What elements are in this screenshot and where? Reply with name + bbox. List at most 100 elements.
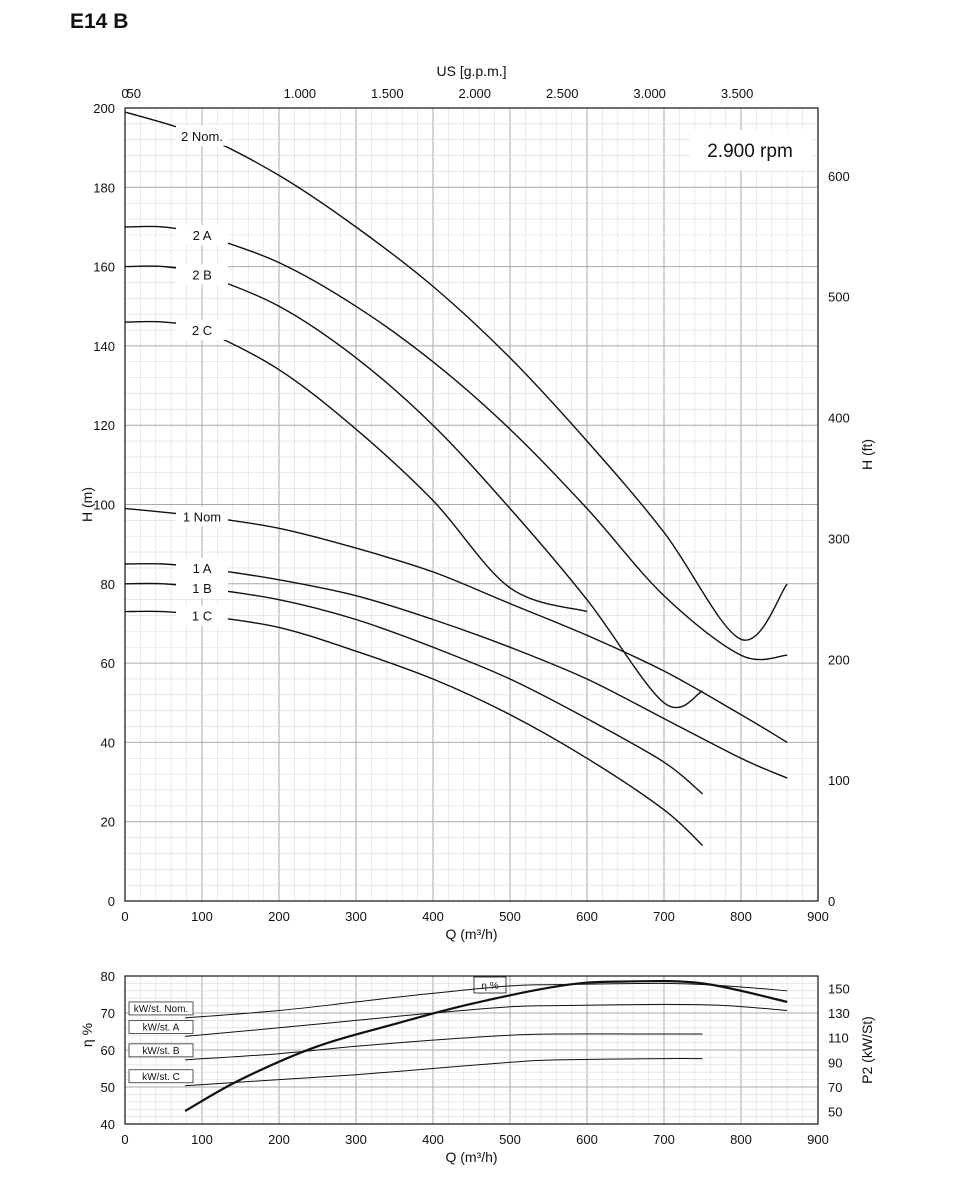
eta-legend-box <box>473 976 507 994</box>
x-tick-label: 100 <box>191 1132 213 1147</box>
x-tick-label: 400 <box>422 909 444 924</box>
y-tick-label: 80 <box>101 969 115 984</box>
curve-label-bg <box>176 506 228 527</box>
power-label-box <box>128 1020 194 1034</box>
y-axis-title: H (m) <box>79 487 95 522</box>
y2-tick-label: 400 <box>828 411 850 426</box>
x-tick-label: 600 <box>576 909 598 924</box>
y2-tick-label: 50 <box>828 1105 842 1120</box>
y-tick-label: 180 <box>93 180 115 195</box>
y-tick-label: 40 <box>101 1117 115 1132</box>
power-label: kW/st. A <box>143 1022 180 1033</box>
power-label: kW/st. Nom. <box>134 1004 188 1015</box>
rpm-annotation: 2.900 rpm <box>707 141 793 162</box>
y-tick-label: 70 <box>101 1006 115 1021</box>
x2-tick-label: 0 <box>121 86 128 101</box>
x-tick-label: 800 <box>730 1132 752 1147</box>
curve-label-bg <box>176 320 228 341</box>
x-tick-label: 700 <box>653 1132 675 1147</box>
eta-legend-label: η % <box>481 981 498 992</box>
x2-tick-label: 1.500 <box>371 86 404 101</box>
curve-label-bg <box>176 577 228 598</box>
curve-label-bg <box>176 224 228 245</box>
curve-label-bg <box>176 605 228 626</box>
y-tick-label: 80 <box>101 577 115 592</box>
x-tick-label: 500 <box>499 1132 521 1147</box>
x-tick-label: 900 <box>807 909 829 924</box>
y2-tick-label: 110 <box>828 1031 849 1046</box>
x-tick-label: 100 <box>191 909 213 924</box>
y2-tick-label: 100 <box>828 773 850 788</box>
x2-axis-title: US [g.p.m.] <box>436 63 506 79</box>
x-tick-label: 0 <box>121 909 128 924</box>
y2-tick-label: 500 <box>828 290 850 305</box>
y2-axis-title: P2 (kW/St) <box>859 1016 875 1084</box>
y-tick-label: 50 <box>101 1080 115 1095</box>
curve-label: 1 A <box>193 561 212 576</box>
x2-tick-label: 2.500 <box>546 86 579 101</box>
y-tick-label: 60 <box>101 1043 115 1058</box>
y-tick-label: 20 <box>101 815 115 830</box>
curve-label-bg <box>176 264 228 285</box>
curve-label-bg <box>176 125 228 146</box>
rpm-annotation-bg <box>690 130 812 170</box>
x2-tick-label: 50 <box>127 86 141 101</box>
y-tick-label: 200 <box>93 101 115 116</box>
page-title: E14 B <box>70 10 129 33</box>
x-axis-title: Q (m³/h) <box>445 926 497 942</box>
power-label-box <box>128 1001 194 1016</box>
curve-label-bg <box>176 557 228 578</box>
y-tick-label: 160 <box>93 260 115 275</box>
x-tick-label: 400 <box>422 1132 444 1147</box>
x-tick-label: 200 <box>268 909 290 924</box>
curve-label: 2 A <box>193 228 212 243</box>
x-tick-label: 0 <box>121 1132 128 1147</box>
plot-frame <box>124 975 819 1125</box>
curve-label: 2 C <box>192 323 212 338</box>
y2-tick-label: 600 <box>828 169 850 184</box>
head-curve-4 <box>124 320 588 613</box>
efficiency-power-chart: 0 100 200 300 400 500 600 700 800 900 40 50 60 70 80 50… <box>79 969 875 1165</box>
x-axis-title: Q (m³/h) <box>445 1149 497 1165</box>
head-curve-5 <box>124 507 788 744</box>
y2-tick-label: 0 <box>828 894 835 909</box>
y2-tick-label: 300 <box>828 531 850 546</box>
x-tick-label: 900 <box>807 1132 829 1147</box>
y2-tick-label: 200 <box>828 652 850 667</box>
y-tick-label: 140 <box>93 339 115 354</box>
x-tick-label: 800 <box>730 909 752 924</box>
y-tick-label: 60 <box>101 656 115 671</box>
head-curve-1 <box>124 111 788 641</box>
curve-label: 1 B <box>192 581 212 596</box>
x2-tick-label: 2.000 <box>458 86 491 101</box>
y2-tick-label: 90 <box>828 1055 842 1070</box>
y2-tick-label: 70 <box>828 1080 842 1095</box>
y2-tick-label: 150 <box>828 981 850 996</box>
x-tick-label: 700 <box>653 909 675 924</box>
power-curve-3 <box>185 1033 703 1061</box>
x-tick-label: 300 <box>345 909 367 924</box>
x-tick-label: 300 <box>345 1132 367 1147</box>
x2-tick-label: 1.000 <box>284 86 317 101</box>
power-label-box <box>128 1043 194 1058</box>
efficiency-curve <box>184 979 788 1112</box>
power-curve-1 <box>185 982 788 1019</box>
power-curve-2 <box>185 1003 788 1037</box>
x2-tick-label: 3.000 <box>633 86 666 101</box>
power-label: kW/st. C <box>142 1072 180 1083</box>
power-label-box <box>128 1069 194 1084</box>
head-chart: 0 100 200 300 400 500 600 700 800 900020406080100… <box>79 63 875 942</box>
y-tick-label: 0 <box>108 894 115 909</box>
plot-frame <box>124 107 819 902</box>
y-tick-label: 100 <box>93 498 115 513</box>
y2-axis-title: H (ft) <box>859 439 875 470</box>
x-tick-label: 500 <box>499 909 521 924</box>
curve-label: 1 Nom <box>183 509 221 524</box>
y-tick-label: 120 <box>93 418 115 433</box>
y-axis-title: η % <box>79 1023 95 1047</box>
power-curve-4 <box>185 1058 703 1087</box>
curve-label: 2 Nom. <box>181 129 223 144</box>
power-label: kW/st. B <box>142 1046 180 1057</box>
curve-label: 1 C <box>192 609 212 624</box>
